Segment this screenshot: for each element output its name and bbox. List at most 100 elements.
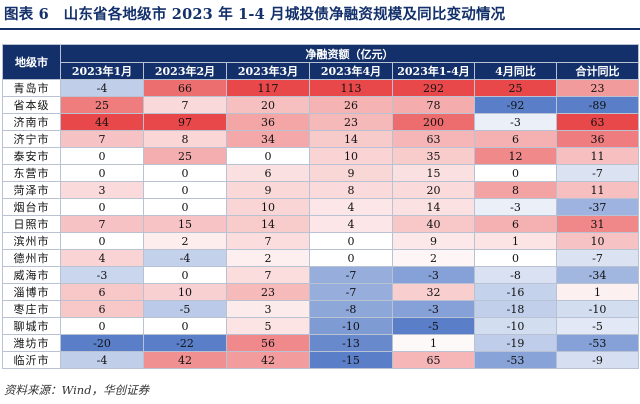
value-cell: 8 xyxy=(474,181,557,199)
value-cell: 78 xyxy=(392,96,475,114)
value-cell: 2 xyxy=(392,249,475,267)
city-name-cell: 临沂市 xyxy=(2,351,61,369)
value-cell: 34 xyxy=(226,130,310,148)
value-cell: -22 xyxy=(143,334,227,352)
value-cell: 10 xyxy=(309,147,393,165)
value-cell: 6 xyxy=(474,130,557,148)
value-cell: 7 xyxy=(60,215,144,233)
value-cell: 0 xyxy=(309,249,393,267)
value-cell: 36 xyxy=(226,113,310,131)
value-cell: 56 xyxy=(226,334,310,352)
table-row: 东营市 0 0 6 9 15 0 -7 xyxy=(2,164,640,182)
city-name-cell: 德州市 xyxy=(2,249,61,267)
value-cell: 7 xyxy=(60,130,144,148)
value-cell: -7 xyxy=(309,283,393,301)
column-header: 合计同比 xyxy=(555,62,640,80)
city-name-cell: 烟台市 xyxy=(2,198,61,216)
table-row: 烟台市 0 0 10 4 14 -3 -37 xyxy=(2,198,640,216)
source-note: 资料来源：Wind，华创证券 xyxy=(4,383,150,397)
value-cell: 31 xyxy=(555,215,640,233)
value-cell: 23 xyxy=(226,283,310,301)
value-cell: 25 xyxy=(474,79,557,97)
value-cell: -34 xyxy=(555,266,640,284)
value-cell: 0 xyxy=(474,164,557,182)
value-cell: 11 xyxy=(555,181,640,199)
value-cell: -18 xyxy=(474,300,557,318)
value-cell: 25 xyxy=(143,147,227,165)
value-cell: 10 xyxy=(226,198,310,216)
value-cell: 44 xyxy=(60,113,144,131)
value-cell: 20 xyxy=(392,181,475,199)
value-cell: 23 xyxy=(309,113,393,131)
table-row: 菏泽市 3 0 9 8 20 8 11 xyxy=(2,181,640,199)
city-name-cell: 济南市 xyxy=(2,113,61,131)
value-cell: -19 xyxy=(474,334,557,352)
value-cell: -13 xyxy=(309,334,393,352)
value-cell: 0 xyxy=(60,164,144,182)
value-cell: 200 xyxy=(392,113,475,131)
city-name-cell: 东营市 xyxy=(2,164,61,182)
value-cell: 8 xyxy=(309,181,393,199)
value-cell: -92 xyxy=(474,96,557,114)
value-cell: 10 xyxy=(143,283,227,301)
table-row: 德州市 4 -4 2 0 2 0 -7 xyxy=(2,249,640,267)
value-cell: 63 xyxy=(555,113,640,131)
table-row: 临沂市 -4 42 42 -15 65 -53 -9 xyxy=(2,351,640,369)
value-cell: 1 xyxy=(555,283,640,301)
value-cell: 15 xyxy=(143,215,227,233)
value-cell: -8 xyxy=(474,266,557,284)
value-cell: 117 xyxy=(226,79,310,97)
value-cell: 6 xyxy=(60,283,144,301)
value-cell: 14 xyxy=(392,198,475,216)
value-cell: 42 xyxy=(143,351,227,369)
value-cell: -20 xyxy=(60,334,144,352)
value-cell: 0 xyxy=(143,181,227,199)
column-header: 2023年1月 xyxy=(60,62,144,80)
value-cell: -8 xyxy=(309,300,393,318)
value-cell: 66 xyxy=(143,79,227,97)
value-cell: -3 xyxy=(392,266,475,284)
city-name-cell: 济宁市 xyxy=(2,130,61,148)
value-cell: 0 xyxy=(143,317,227,335)
value-cell: 0 xyxy=(474,249,557,267)
city-name-cell: 滨州市 xyxy=(2,232,61,250)
value-cell: 0 xyxy=(60,232,144,250)
value-cell: 0 xyxy=(60,147,144,165)
table-row: 济南市 44 97 36 23 200 -3 63 xyxy=(2,113,640,131)
value-cell: -7 xyxy=(309,266,393,284)
column-header: 2023年1-4月 xyxy=(392,62,475,80)
value-cell: -10 xyxy=(474,317,557,335)
value-cell: 36 xyxy=(555,130,640,148)
table-row: 威海市 -3 0 7 -7 -3 -8 -34 xyxy=(2,266,640,284)
city-name-cell: 潍坊市 xyxy=(2,334,61,352)
city-name-cell: 威海市 xyxy=(2,266,61,284)
value-cell: -7 xyxy=(555,164,640,182)
table-body: 青岛市 -4 66 117 113 292 25 23 省本级 25 7 20 26 78 -92 -89 济南… xyxy=(2,79,640,369)
value-cell: 32 xyxy=(392,283,475,301)
value-cell: 9 xyxy=(392,232,475,250)
value-cell: -53 xyxy=(555,334,640,352)
value-cell: 4 xyxy=(309,198,393,216)
table-row: 枣庄市 6 -5 3 -8 -3 -18 -10 xyxy=(2,300,640,318)
net-financing-table: 地级市 净融资额（亿元） 2023年1月 2023年2月 2023年3月 2023年4… xyxy=(2,44,640,369)
value-cell: -7 xyxy=(555,249,640,267)
value-cell: -3 xyxy=(474,198,557,216)
value-cell: 65 xyxy=(392,351,475,369)
column-header: 2023年2月 xyxy=(143,62,227,80)
value-cell: 3 xyxy=(226,300,310,318)
value-cell: -3 xyxy=(392,300,475,318)
value-cell: -5 xyxy=(392,317,475,335)
city-name-cell: 省本级 xyxy=(2,96,61,114)
value-cell: 9 xyxy=(309,164,393,182)
value-cell: -4 xyxy=(143,249,227,267)
value-cell: -15 xyxy=(309,351,393,369)
table-row: 省本级 25 7 20 26 78 -92 -89 xyxy=(2,96,640,114)
value-cell: 0 xyxy=(309,232,393,250)
value-cell: 40 xyxy=(392,215,475,233)
value-cell: 10 xyxy=(555,232,640,250)
header-row-group: 地级市 净融资额（亿元） xyxy=(2,44,640,80)
column-header: 4月同比 xyxy=(474,62,557,80)
value-cell: 1 xyxy=(474,232,557,250)
value-cell: 26 xyxy=(309,96,393,114)
figure-title: 图表 6 山东省各地级市 2023 年 1-4 月城投债净融资规模及同比变动情况 xyxy=(4,6,506,23)
